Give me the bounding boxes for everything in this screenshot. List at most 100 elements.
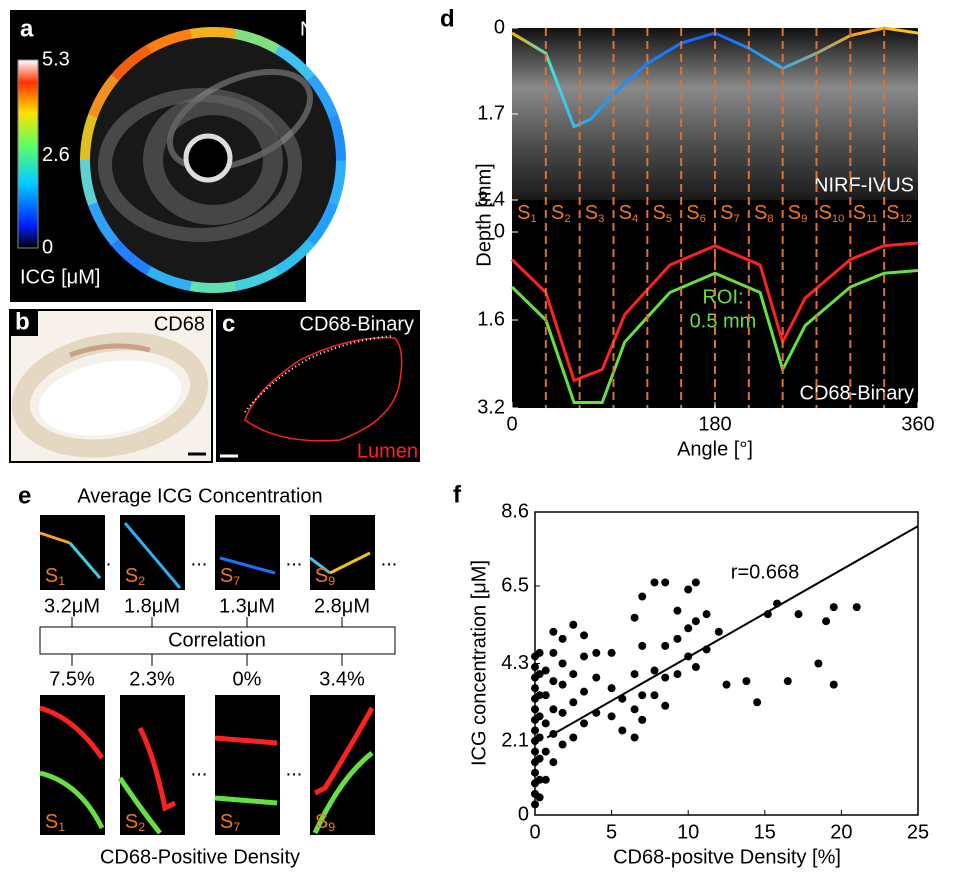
ring-segment <box>102 86 108 96</box>
y-tick-label: 1.6 <box>477 308 505 330</box>
sector-base: S <box>853 202 866 224</box>
ring-segment <box>85 148 86 160</box>
density-value: 3.4% <box>319 668 365 690</box>
ring-segment <box>257 40 268 45</box>
scatter-point <box>684 586 692 594</box>
ring-segment <box>108 77 115 86</box>
ring-segment <box>159 40 170 44</box>
sector-base: S <box>315 811 328 833</box>
ring-segment <box>102 224 108 234</box>
scatter-point <box>569 733 577 741</box>
sector-index: 5 <box>666 213 672 225</box>
scatter-point <box>784 677 792 685</box>
sector-index: 6 <box>700 213 706 225</box>
sector-base: S <box>125 811 138 833</box>
ring-segment <box>277 49 287 55</box>
scatter-point <box>549 758 557 766</box>
ring-segment <box>140 49 150 55</box>
scatter-point <box>830 681 838 689</box>
scatter-point <box>569 621 577 629</box>
scatter-point <box>536 733 544 741</box>
y-tick-label: 0 <box>494 220 505 242</box>
scatter-point <box>569 670 577 678</box>
panel-label: b <box>15 308 30 335</box>
sector-base: S <box>517 202 530 224</box>
y-tick-label: 0 <box>494 16 505 38</box>
panel-title: NIRF-IVUS <box>300 18 400 40</box>
ring-segment <box>318 224 324 234</box>
ring-segment <box>180 34 191 37</box>
colorbar-tick-label: 5.3 <box>42 48 70 70</box>
panel-footer: CD68-Positive Density <box>100 846 300 868</box>
colorbar-tick-label: 2.6 <box>42 144 70 166</box>
y-axis-label: Depth [mm] <box>473 163 495 266</box>
y-axis-label: ICG concentration [μM] <box>468 560 490 766</box>
scatter-point <box>661 702 669 710</box>
panel-label: c <box>222 310 235 337</box>
scatter-point <box>608 649 616 657</box>
scatter-point <box>692 663 700 671</box>
sector-index: 2 <box>138 574 145 588</box>
icg-value: 2.8μM <box>314 595 370 617</box>
scatter-point <box>822 617 830 625</box>
ring-segment <box>329 204 334 215</box>
sector-base: S <box>585 202 598 224</box>
ring-segment <box>93 203 97 214</box>
colorbar <box>18 60 38 248</box>
ring-segment <box>224 286 236 288</box>
ring-segment <box>235 284 246 287</box>
sector-base: S <box>754 202 767 224</box>
ring-segment <box>246 36 257 40</box>
y-tick-label: 3.2 <box>477 396 505 418</box>
panel-title: CD68-Binary <box>300 313 414 335</box>
density-value: 0% <box>233 668 262 690</box>
scatter-point <box>638 593 646 601</box>
scatter-point <box>638 691 646 699</box>
scatter-point <box>814 660 822 668</box>
scatter-point <box>580 631 588 639</box>
ring-segment <box>339 171 341 183</box>
scatter-point <box>559 709 567 717</box>
scatter-point <box>742 677 750 685</box>
roi-label: 0.5 mm <box>690 310 757 332</box>
ring-segment <box>87 126 90 137</box>
sector-index: 8 <box>767 213 773 225</box>
scatter-point <box>536 712 544 720</box>
scatter-point <box>631 614 639 622</box>
scatter-point <box>673 670 681 678</box>
panel-title: Average ICG Concentration <box>77 485 322 507</box>
scatter-point <box>542 776 550 784</box>
ring-segment <box>267 44 277 49</box>
colorbar-tick-label: 0 <box>42 236 53 258</box>
scatter-point <box>661 674 669 682</box>
scatter-point <box>580 652 588 660</box>
colorbar-label: ICG [μM] <box>20 266 100 288</box>
ellipsis: ... <box>286 758 303 780</box>
scatter-point <box>531 705 539 713</box>
scatter-point <box>531 726 539 734</box>
ring-segment <box>267 271 277 276</box>
ring-segment <box>324 96 329 106</box>
scatter-point <box>638 642 646 650</box>
sector-index: 2 <box>138 820 145 834</box>
y-tick-label: 6.5 <box>501 574 529 596</box>
ring-segment <box>286 55 295 62</box>
scatter-point <box>753 698 761 706</box>
scatter-point <box>549 628 557 636</box>
panel-label: e <box>18 482 31 509</box>
sector-base: S <box>886 202 899 224</box>
sector-index: 2 <box>564 213 570 225</box>
scatter-point <box>580 688 588 696</box>
sector-index: 1 <box>58 574 65 588</box>
ring-segment <box>191 32 203 34</box>
ring-segment <box>303 242 311 251</box>
y-tick-label: 4.3 <box>501 652 529 674</box>
icg-value: 1.3μM <box>219 595 275 617</box>
scatter-point <box>542 667 550 675</box>
panel-title: CD68 <box>154 313 205 335</box>
ring-segment <box>179 283 190 286</box>
ring-segment <box>85 137 87 149</box>
ivus-image <box>89 36 337 284</box>
sector-base: S <box>551 202 564 224</box>
sector-base: S <box>686 202 699 224</box>
